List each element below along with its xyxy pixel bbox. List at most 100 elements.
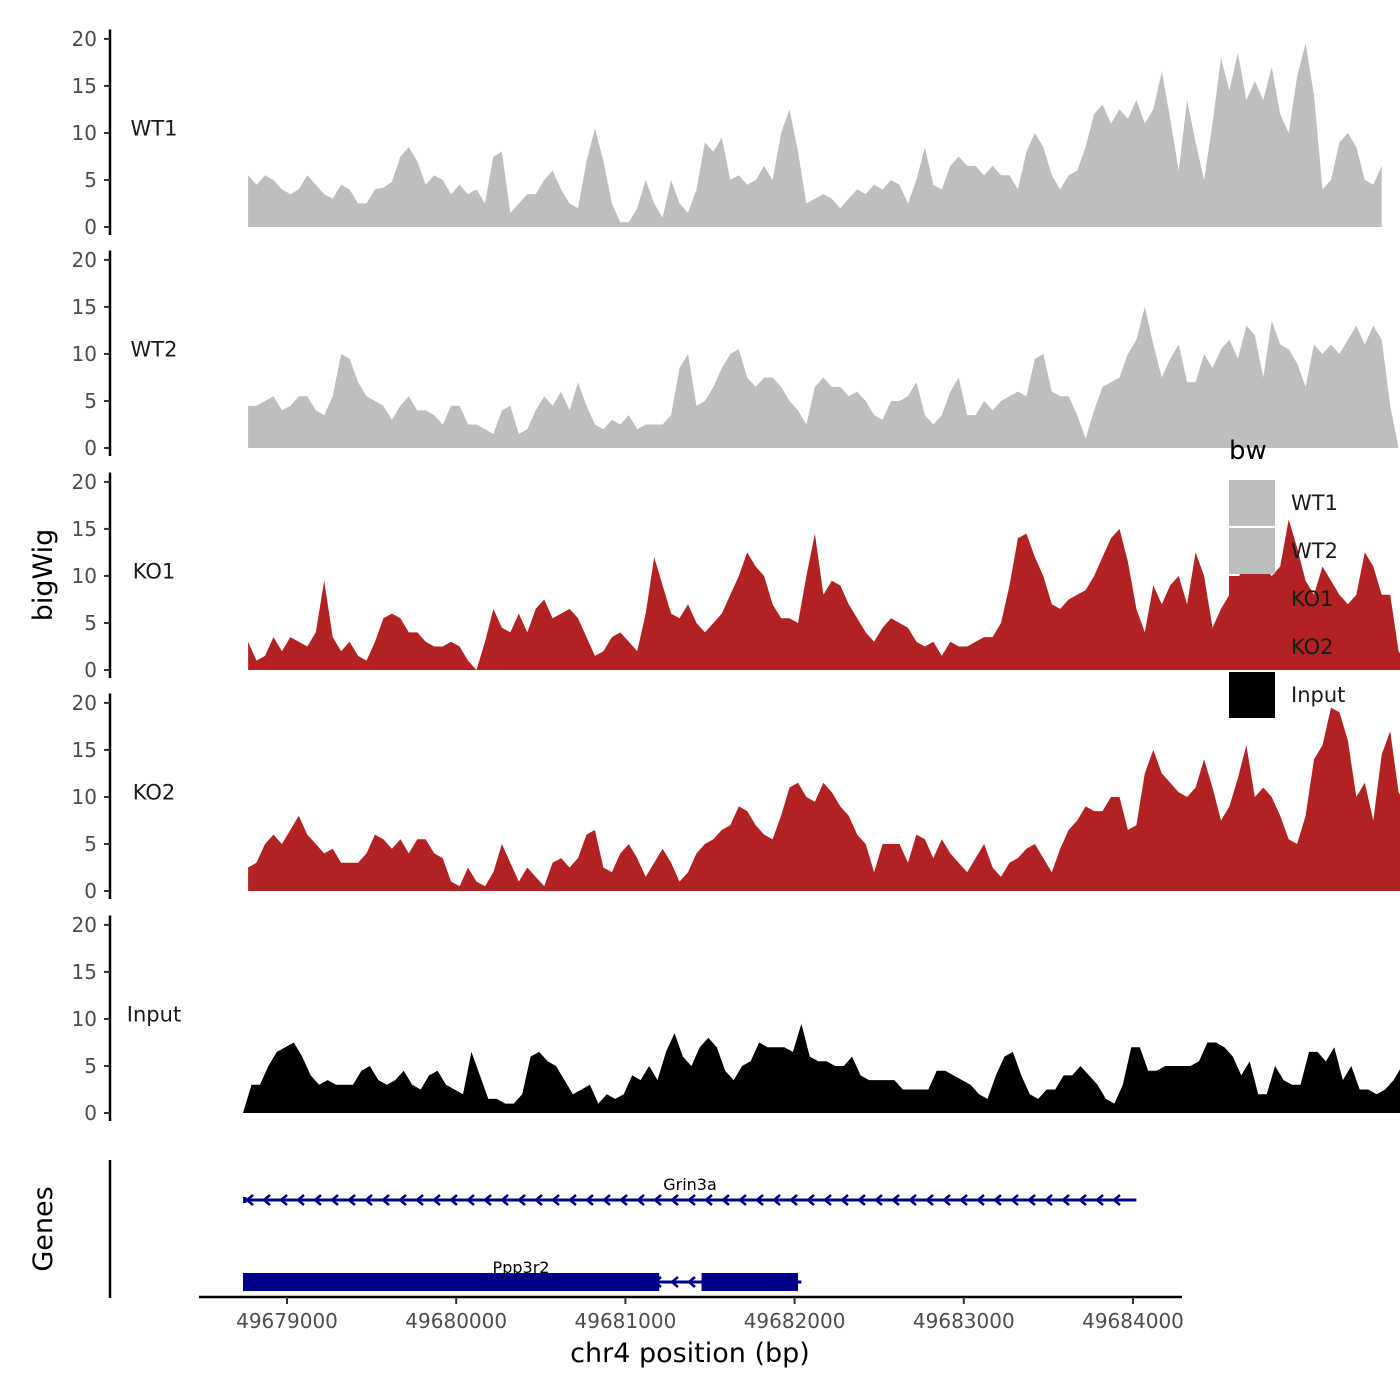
strand-arrow bbox=[976, 1194, 985, 1206]
strand-arrow bbox=[755, 1194, 764, 1206]
strand-arrow bbox=[466, 1194, 475, 1206]
x-tick-label: 49682000 bbox=[744, 1309, 846, 1333]
y-tick-label: 15 bbox=[72, 738, 97, 762]
gene-label: Grin3a bbox=[663, 1175, 717, 1194]
track-input: 0 5 10 15 20 Input bbox=[72, 913, 1400, 1125]
strand-arrow bbox=[1095, 1194, 1104, 1206]
y-tick-label: 5 bbox=[84, 1054, 97, 1078]
tracks-layer: 0 5 10 15 20 WT1 0 5 10 15 20 WT2 0 5 10 15 20 KO1 0 5 10 15 2… bbox=[72, 27, 1400, 1125]
strand-arrow bbox=[279, 1194, 288, 1206]
strand-arrow bbox=[942, 1194, 951, 1206]
strand-arrow bbox=[1112, 1194, 1121, 1206]
track-label: KO1 bbox=[133, 559, 176, 583]
strand-arrow bbox=[585, 1194, 594, 1206]
strand-arrow bbox=[993, 1194, 1002, 1206]
strand-arrow bbox=[534, 1194, 543, 1206]
y-tick-label: 5 bbox=[84, 611, 97, 635]
y-tick-label: 0 bbox=[84, 436, 97, 460]
strand-arrow bbox=[1010, 1194, 1019, 1206]
legend-swatch bbox=[1229, 528, 1275, 574]
x-tick-label: 49681000 bbox=[575, 1309, 677, 1333]
track-label: Input bbox=[127, 1002, 181, 1026]
strand-arrow bbox=[721, 1194, 730, 1206]
gene-grin3a: Grin3a bbox=[243, 1175, 1137, 1206]
y-tick-label: 15 bbox=[72, 517, 97, 541]
y-tick-label: 10 bbox=[72, 1007, 97, 1031]
gene-ppp3r2: Ppp3r2 bbox=[243, 1258, 802, 1291]
strand-arrow bbox=[262, 1194, 271, 1206]
y-tick-label: 10 bbox=[72, 785, 97, 809]
y-tick-label: 5 bbox=[84, 389, 97, 413]
gene-label: Ppp3r2 bbox=[493, 1258, 550, 1277]
legend-swatch bbox=[1229, 480, 1275, 526]
y-tick-label: 0 bbox=[84, 215, 97, 239]
strand-arrow bbox=[313, 1194, 322, 1206]
strand-arrow bbox=[483, 1194, 492, 1206]
strand-arrow bbox=[517, 1194, 526, 1206]
genes-layer: Grin3a Ppp3r2 bbox=[108, 1160, 1137, 1298]
strand-arrow bbox=[602, 1194, 611, 1206]
x-axis: 49679000 49680000 49681000 49682000 49683000… bbox=[199, 1295, 1184, 1333]
strand-arrow bbox=[551, 1194, 560, 1206]
strand-arrow bbox=[1044, 1194, 1053, 1206]
legend-item-ko2: KO2 bbox=[1229, 624, 1334, 670]
y-tick-label: 15 bbox=[72, 295, 97, 319]
y-tick-label: 10 bbox=[72, 121, 97, 145]
x-tick-label: 49679000 bbox=[236, 1309, 338, 1333]
strand-arrow bbox=[619, 1194, 628, 1206]
legend-item-wt1: WT1 bbox=[1229, 480, 1338, 526]
x-tick-label: 49684000 bbox=[1082, 1309, 1184, 1333]
y-tick-label: 15 bbox=[72, 74, 97, 98]
strand-arrow bbox=[636, 1194, 645, 1206]
strand-arrow bbox=[891, 1194, 900, 1206]
strand-arrow bbox=[772, 1194, 781, 1206]
y-tick-label: 15 bbox=[72, 960, 97, 984]
signal-area-ko2 bbox=[248, 707, 1400, 891]
track-ko1: 0 5 10 15 20 KO1 bbox=[72, 470, 1400, 682]
y-tick-label: 20 bbox=[72, 248, 97, 272]
x-axis-title: chr4 position (bp) bbox=[570, 1338, 810, 1369]
strand-arrow bbox=[653, 1194, 662, 1206]
signal-area-wt2 bbox=[248, 306, 1399, 448]
legend-item-input: Input bbox=[1229, 672, 1345, 718]
strand-arrow bbox=[959, 1194, 968, 1206]
y-tick-label: 10 bbox=[72, 342, 97, 366]
legend: bw WT1 WT2 KO1 KO2 Input bbox=[1229, 436, 1345, 718]
strand-arrow bbox=[704, 1194, 713, 1206]
y-tick-label: 20 bbox=[72, 470, 97, 494]
signal-area-ko1 bbox=[248, 519, 1400, 670]
signal-area-input bbox=[243, 1023, 1400, 1113]
y-tick-label: 20 bbox=[72, 913, 97, 937]
legend-item-wt2: WT2 bbox=[1229, 528, 1338, 574]
strand-arrow bbox=[874, 1194, 883, 1206]
legend-label: Input bbox=[1291, 683, 1345, 707]
track-ko2: 0 5 10 15 20 KO2 bbox=[72, 691, 1400, 903]
strand-arrow bbox=[687, 1276, 696, 1288]
strand-arrow bbox=[857, 1194, 866, 1206]
strand-arrow bbox=[432, 1194, 441, 1206]
signal-area-wt1 bbox=[248, 43, 1382, 227]
strand-arrow bbox=[381, 1194, 390, 1206]
y-tick-label: 0 bbox=[84, 879, 97, 903]
strand-arrow bbox=[687, 1194, 696, 1206]
gene-exon bbox=[243, 1273, 660, 1291]
strand-arrow bbox=[1027, 1194, 1036, 1206]
strand-arrow bbox=[670, 1194, 679, 1206]
strand-arrow bbox=[347, 1194, 356, 1206]
strand-arrow bbox=[806, 1194, 815, 1206]
strand-arrow bbox=[925, 1194, 934, 1206]
y-tick-label: 0 bbox=[84, 1101, 97, 1125]
strand-arrow bbox=[789, 1194, 798, 1206]
track-label: WT1 bbox=[131, 116, 178, 140]
track-label: WT2 bbox=[131, 337, 178, 361]
strand-arrow bbox=[1061, 1194, 1070, 1206]
legend-item-ko1: KO1 bbox=[1229, 576, 1334, 622]
track-wt1: 0 5 10 15 20 WT1 bbox=[72, 27, 1382, 239]
strand-arrow bbox=[840, 1194, 849, 1206]
legend-label: KO1 bbox=[1291, 587, 1334, 611]
strand-arrow bbox=[364, 1194, 373, 1206]
y-tick-label: 0 bbox=[84, 658, 97, 682]
gene-exon bbox=[243, 1197, 247, 1203]
strand-arrow bbox=[823, 1194, 832, 1206]
y-tick-label: 20 bbox=[72, 691, 97, 715]
